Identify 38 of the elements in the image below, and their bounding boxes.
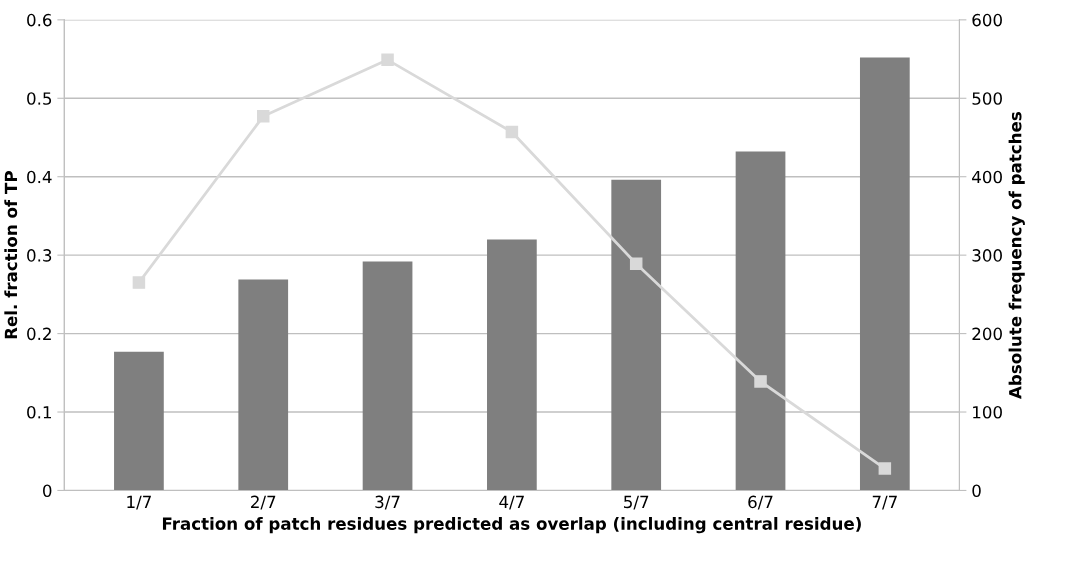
point	[256, 110, 270, 123]
y2-tick-label: 100	[973, 405, 1002, 419]
x-tick-label: 3/7	[375, 495, 400, 510]
bar	[735, 151, 786, 491]
point	[629, 257, 643, 271]
bar	[362, 261, 413, 491]
point	[505, 125, 519, 139]
y-tick-label: 0	[43, 484, 52, 498]
y-tick-label: 0.1	[27, 405, 51, 419]
x-tick-label: 6/7	[748, 495, 773, 510]
x-tick-label: 4/7	[499, 495, 524, 510]
bar	[487, 239, 537, 491]
y-tick-label: 0.6	[27, 13, 52, 27]
y-tick-label: 0.4	[27, 170, 52, 184]
x-tick-label: 7/7	[872, 495, 897, 510]
bar	[611, 179, 662, 491]
y2-tick-label: 400	[972, 170, 1002, 184]
y-tick-label: 0.5	[27, 92, 52, 105]
y-tick-label: 0.2	[27, 327, 51, 341]
point	[381, 53, 394, 67]
y2-tick-label: 300	[972, 249, 1002, 262]
y-tick-label: 0.3	[27, 249, 52, 262]
y2-axis-title: Absolute frequency of patches	[1008, 112, 1025, 399]
y2-tick-label: 600	[972, 13, 1002, 27]
y2-tick-label: 0	[972, 484, 981, 498]
x-tick-label: 1/7	[127, 495, 151, 510]
point	[878, 462, 892, 475]
bar	[114, 351, 164, 491]
x-tick-label: 2/7	[251, 495, 276, 510]
point	[132, 276, 146, 289]
y2-tick-label: 200	[972, 327, 1002, 341]
bar	[238, 279, 289, 491]
x-tick-label: 5/7	[624, 495, 649, 510]
bar	[859, 57, 910, 491]
y-axis-title: Rel. fraction of TP	[4, 171, 18, 339]
point	[754, 375, 767, 388]
x-axis-title: Fraction of patch residues predicted as overlap (including central residue)	[162, 517, 861, 534]
y2-tick-label: 500	[972, 92, 1002, 105]
